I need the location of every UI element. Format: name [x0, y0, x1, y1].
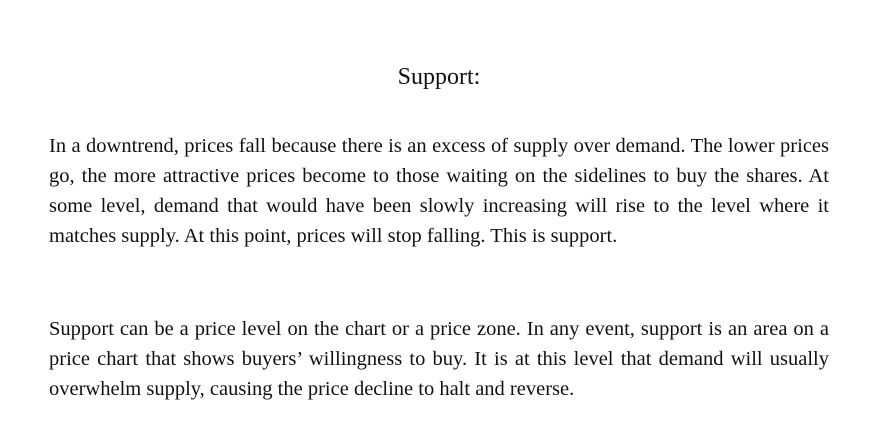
- paragraph-price-zone: Support can be a price level on the char…: [49, 318, 829, 400]
- paragraph-downtrend: In a downtrend, prices fall because ther…: [49, 135, 829, 247]
- page-title: Support:: [397, 64, 481, 90]
